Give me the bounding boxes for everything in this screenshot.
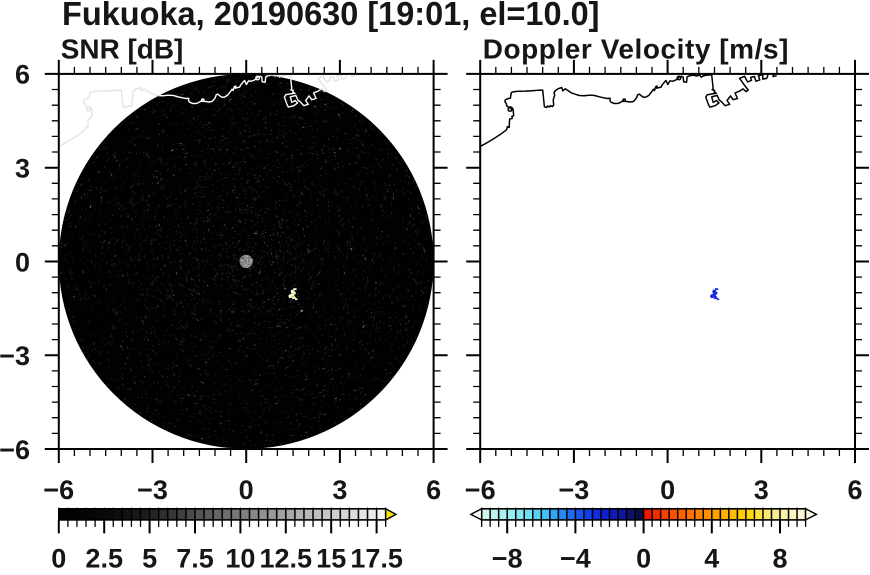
svg-text:6: 6 <box>847 475 862 505</box>
svg-text:3: 3 <box>15 154 30 184</box>
svg-text:6: 6 <box>15 60 30 90</box>
svg-text:12.5: 12.5 <box>260 544 313 571</box>
svg-text:0: 0 <box>239 475 254 505</box>
svg-text:−3: −3 <box>559 475 590 505</box>
svg-text:SNR [dB]: SNR [dB] <box>61 33 184 64</box>
svg-text:−4: −4 <box>560 544 591 571</box>
svg-text:3: 3 <box>754 475 769 505</box>
svg-text:7.5: 7.5 <box>176 544 214 571</box>
svg-text:−8: −8 <box>492 544 523 571</box>
svg-text:−3: −3 <box>137 475 168 505</box>
svg-text:0: 0 <box>660 475 675 505</box>
svg-text:17.5: 17.5 <box>350 544 403 571</box>
svg-text:−6: −6 <box>0 435 30 465</box>
svg-text:2.5: 2.5 <box>85 544 123 571</box>
svg-text:10: 10 <box>225 544 255 571</box>
svg-text:0: 0 <box>51 544 66 571</box>
svg-text:Doppler Velocity [m/s]: Doppler Velocity [m/s] <box>483 33 789 64</box>
svg-text:Fukuoka, 20190630 [19:01, el=1: Fukuoka, 20190630 [19:01, el=10.0] <box>62 0 600 32</box>
svg-text:−6: −6 <box>465 475 496 505</box>
svg-text:8: 8 <box>772 544 787 571</box>
svg-text:3: 3 <box>332 475 347 505</box>
svg-text:5: 5 <box>142 544 157 571</box>
svg-text:0: 0 <box>636 544 651 571</box>
svg-text:15: 15 <box>316 544 346 571</box>
svg-text:0: 0 <box>15 247 30 277</box>
svg-text:−6: −6 <box>43 475 74 505</box>
svg-text:6: 6 <box>426 475 441 505</box>
svg-text:4: 4 <box>704 544 719 571</box>
svg-text:−3: −3 <box>0 341 30 371</box>
